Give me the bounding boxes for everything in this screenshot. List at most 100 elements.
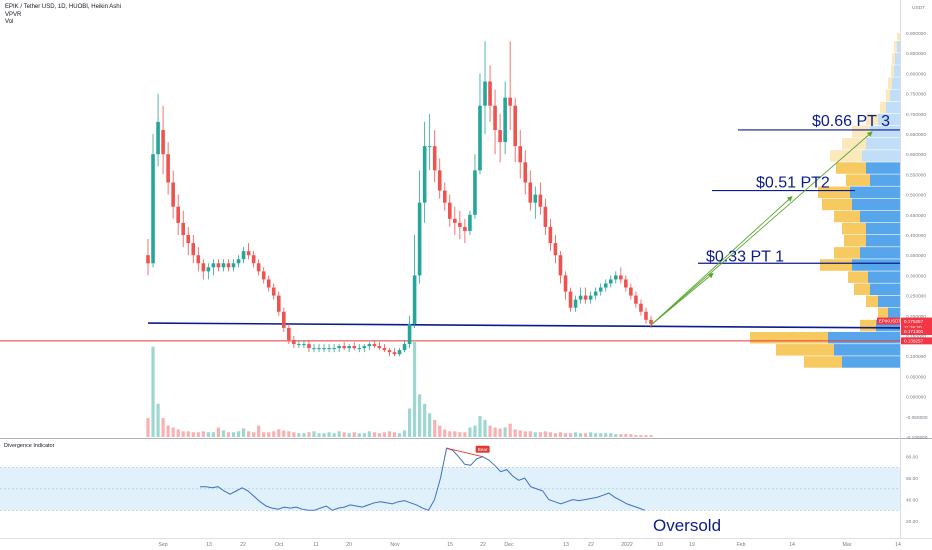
vpvr-bar-sell (894, 41, 897, 53)
volume-bar (312, 431, 316, 437)
volume-bar (262, 432, 266, 437)
volume-bar (146, 418, 150, 437)
price-tick-label: 0.600000 (906, 152, 926, 158)
candle-body (352, 346, 357, 349)
candle-body (382, 348, 387, 351)
vpvr-bar-sell (830, 150, 862, 162)
candle-body (538, 194, 543, 207)
vpvr-bar-buy (862, 150, 900, 162)
price-tick-label: 0.550000 (906, 172, 926, 178)
price-tag (901, 317, 932, 325)
volume-bar (352, 432, 356, 437)
candle-body (558, 255, 563, 276)
volume-bar (292, 432, 296, 437)
candle-body (588, 295, 593, 300)
price-tick-label: -0.050000 (906, 415, 928, 421)
vpvr-bar-sell (886, 89, 890, 102)
candle-body (297, 344, 301, 346)
time-tick-label: 19 (689, 542, 695, 548)
vpvr-bar-sell (836, 162, 866, 174)
vpvr-bar-buy (866, 235, 900, 247)
volume-bar (277, 429, 281, 437)
volume-bar (211, 432, 215, 437)
candle-body (518, 146, 523, 163)
price-tick-label: 0.800000 (906, 71, 926, 77)
vpvr-bar-buy (866, 222, 900, 235)
volume-bar (282, 430, 286, 437)
candle-body (292, 340, 296, 345)
price-tag-text: 0.175257 (904, 319, 924, 324)
candle-body (156, 121, 160, 155)
candle-body (231, 263, 236, 268)
target-label-pt1: $0.33 PT 1 (706, 248, 784, 265)
volume-bar (634, 435, 638, 437)
indicator-title[interactable]: Divergence Indicator (4, 443, 55, 449)
volume-bar (402, 430, 407, 437)
volume-bar (468, 427, 472, 437)
oscillator-tick-label: 60.00 (906, 476, 918, 482)
price-tick-label: 0.850000 (906, 51, 926, 57)
vpvr-bar-sell (848, 271, 868, 283)
vpvr-bar-buy (852, 198, 900, 211)
candle-body (387, 350, 392, 353)
vpvr-bar-sell (818, 186, 850, 199)
candle-body (603, 283, 608, 288)
candle-body (317, 348, 321, 350)
candle-body (402, 344, 407, 351)
volume-bar (357, 433, 361, 437)
vpvr-bar-sell (866, 295, 878, 308)
volume-bar (578, 433, 583, 437)
volume-bar (151, 346, 155, 437)
vpvr-bar-sell (888, 77, 892, 89)
candle-body (543, 206, 548, 227)
support-trendline (147, 322, 901, 329)
price-tick-label: 0.450000 (906, 213, 926, 219)
candle-body (266, 279, 271, 288)
volume-label[interactable]: Vol (5, 19, 14, 25)
candle-body (608, 279, 613, 284)
candle-body (578, 295, 583, 300)
candle-body (226, 263, 231, 268)
price-tick-label: 0.000000 (906, 395, 926, 401)
volume-bar (372, 432, 376, 437)
candle-body (377, 346, 382, 349)
vpvr-bar-sell (750, 331, 828, 344)
candle-body (146, 255, 150, 264)
candle-body (151, 154, 155, 264)
time-tick-label: 14 (789, 542, 795, 548)
vpvr-bar-buy (868, 271, 900, 283)
volume-bar (302, 433, 306, 437)
vpvr-bar-sell (854, 283, 870, 295)
volume-bar (181, 431, 185, 437)
volume-bar (553, 433, 558, 437)
volume-bar (523, 431, 527, 437)
volume-bar (186, 431, 190, 437)
volume-bar (382, 432, 387, 437)
time-tick-label: 22 (240, 542, 246, 548)
candle-body (362, 346, 367, 349)
volume-bar (594, 433, 598, 437)
vpvr-bar-buy (828, 331, 900, 344)
time-tick-label: Feb (737, 542, 746, 548)
bear-divergence-line (446, 447, 483, 458)
vpvr-bar-sell (820, 259, 852, 271)
candle-body (276, 295, 281, 312)
candle-body (573, 299, 578, 308)
vpvr-bar-sell (842, 222, 866, 235)
price-tick-label: 0.650000 (906, 132, 926, 138)
volume-bar (317, 433, 321, 437)
volume-bar (362, 433, 366, 437)
candle-body (171, 182, 175, 207)
volume-bar (604, 433, 608, 437)
time-tick-label: 20 (346, 542, 352, 548)
candle-body (357, 348, 362, 350)
volume-bar (644, 435, 648, 437)
candle-body (246, 251, 251, 256)
vpvr-bar-sell (880, 101, 886, 114)
price-tick-label: 0.050000 (906, 374, 926, 380)
candle-body (533, 194, 538, 203)
vpvr-label[interactable]: VPVR (5, 12, 22, 18)
time-tick-label: Sep (158, 542, 167, 548)
